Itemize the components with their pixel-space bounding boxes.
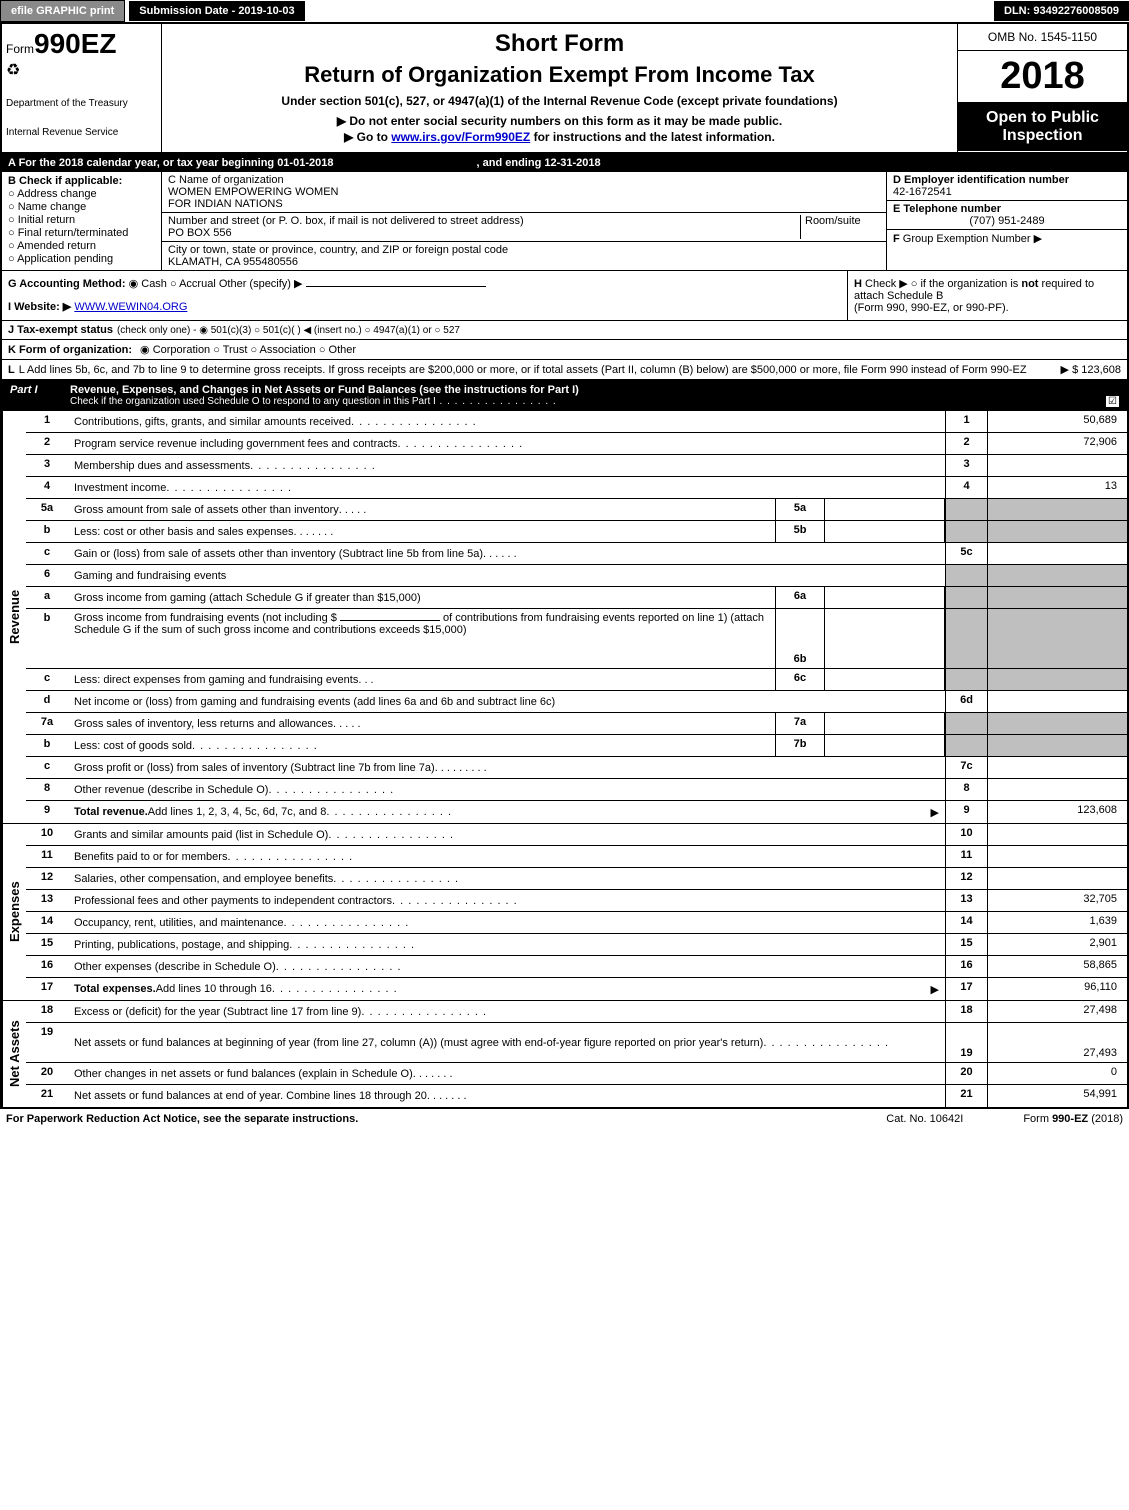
submission-date: Submission Date - 2019-10-03 — [129, 1, 304, 21]
table-row: 18 Excess or (deficit) for the year (Sub… — [26, 1001, 1127, 1023]
e-phone-label: E Telephone number — [893, 203, 1121, 215]
part1-label: Part I — [10, 384, 70, 407]
dln-number: DLN: 93492276008509 — [994, 1, 1129, 21]
d-ein-label: D Employer identification number — [893, 174, 1121, 186]
tax-year: 2018 — [958, 51, 1127, 103]
phone-val: (707) 951-2489 — [893, 215, 1121, 227]
paperwork-notice: For Paperwork Reduction Act Notice, see … — [6, 1113, 358, 1125]
part1-sub: Check if the organization used Schedule … — [70, 396, 1119, 407]
cat-number: Cat. No. 10642I — [886, 1113, 963, 1125]
c-name-label: C Name of organization — [168, 174, 880, 186]
recycle-icon: ♻ — [6, 60, 157, 80]
line-k: K Form of organization: ◉ Corporation ○ … — [2, 340, 1127, 360]
dept-treasury: Department of the Treasury — [6, 98, 157, 109]
open-public-badge: Open to Public Inspection — [958, 103, 1127, 151]
row-a-calendar: A For the 2018 calendar year, or tax yea… — [2, 154, 1127, 172]
table-row: 8 Other revenue (describe in Schedule O)… — [26, 779, 1127, 801]
table-row: 17 Total expenses. Add lines 10 through … — [26, 978, 1127, 1000]
table-row: 12 Salaries, other compensation, and emp… — [26, 868, 1127, 890]
table-row: 7a Gross sales of inventory, less return… — [26, 713, 1127, 735]
col-b-header: B Check if applicable: — [8, 175, 155, 187]
table-row: b Less: cost of goods sold 7b — [26, 735, 1127, 757]
addr-label: Number and street (or P. O. box, if mail… — [168, 215, 800, 227]
table-row: 13 Professional fees and other payments … — [26, 890, 1127, 912]
table-row: c Gross profit or (loss) from sales of i… — [26, 757, 1127, 779]
check-address-change[interactable]: ○ Address change — [8, 188, 155, 200]
table-row: 21 Net assets or fund balances at end of… — [26, 1085, 1127, 1107]
table-row: 6 Gaming and fundraising events — [26, 565, 1127, 587]
table-row: 4 Investment income 4 13 — [26, 477, 1127, 499]
org-name-1: WOMEN EMPOWERING WOMEN — [168, 186, 880, 198]
line-h-2: (Form 990, 990-EZ, or 990-PF). — [854, 302, 1121, 314]
table-row: 3 Membership dues and assessments 3 — [26, 455, 1127, 477]
return-title: Return of Organization Exempt From Incom… — [168, 62, 951, 88]
ein-val: 42-1672541 — [893, 186, 1121, 198]
expenses-section-label: Expenses — [2, 824, 26, 1000]
table-row: 11 Benefits paid to or for members 11 — [26, 846, 1127, 868]
table-row: d Net income or (loss) from gaming and f… — [26, 691, 1127, 713]
line-h: H Check ▶ ○ if the organization is not r… — [854, 277, 1121, 302]
table-row: 5a Gross amount from sale of assets othe… — [26, 499, 1127, 521]
check-pending[interactable]: ○ Application pending — [8, 253, 155, 265]
efile-print-button[interactable]: efile GRAPHIC print — [0, 0, 125, 22]
table-row: 19 Net assets or fund balances at beginn… — [26, 1023, 1127, 1063]
form-number: Form990EZ — [6, 28, 157, 60]
city-label: City or town, state or province, country… — [168, 244, 880, 256]
table-row: a Gross income from gaming (attach Sched… — [26, 587, 1127, 609]
check-name-change[interactable]: ○ Name change — [8, 201, 155, 213]
table-row: 9 Total revenue. Add lines 1, 2, 3, 4, 5… — [26, 801, 1127, 823]
city-val: KLAMATH, CA 955480556 — [168, 256, 880, 268]
line-l: L L Add lines 5b, 6c, and 7b to line 9 t… — [2, 360, 1127, 380]
part1-title: Revenue, Expenses, and Changes in Net As… — [70, 384, 1119, 396]
table-row: c Less: direct expenses from gaming and … — [26, 669, 1127, 691]
table-row: b Less: cost or other basis and sales ex… — [26, 521, 1127, 543]
check-initial-return[interactable]: ○ Initial return — [8, 214, 155, 226]
goto-notice: ▶ Go to www.irs.gov/Form990EZ for instru… — [168, 130, 951, 144]
table-row: 14 Occupancy, rent, utilities, and maint… — [26, 912, 1127, 934]
omb-number: OMB No. 1545-1150 — [958, 24, 1127, 51]
table-row: 15 Printing, publications, postage, and … — [26, 934, 1127, 956]
irs-label: Internal Revenue Service — [6, 127, 157, 138]
table-row: 1 Contributions, gifts, grants, and simi… — [26, 411, 1127, 433]
website-link[interactable]: WWW.WEWIN04.ORG — [74, 301, 187, 313]
table-row: 2 Program service revenue including gove… — [26, 433, 1127, 455]
room-suite-label: Room/suite — [800, 215, 880, 239]
netassets-section-label: Net Assets — [2, 1001, 26, 1107]
line-g: G Accounting Method: ◉ Cash ○ Accrual Ot… — [8, 277, 841, 290]
irs-link[interactable]: www.irs.gov/Form990EZ — [391, 130, 530, 144]
org-name-2: FOR INDIAN NATIONS — [168, 198, 880, 210]
line-i: I Website: ▶ WWW.WEWIN04.ORG — [8, 300, 841, 313]
table-row: b Gross income from fundraising events (… — [26, 609, 1127, 669]
check-final-return[interactable]: ○ Final return/terminated — [8, 227, 155, 239]
addr-val: PO BOX 556 — [168, 227, 800, 239]
table-row: 16 Other expenses (describe in Schedule … — [26, 956, 1127, 978]
ssn-notice: Do not enter social security numbers on … — [168, 114, 951, 128]
table-row: 10 Grants and similar amounts paid (list… — [26, 824, 1127, 846]
under-section: Under section 501(c), 527, or 4947(a)(1)… — [168, 94, 951, 108]
short-form-title: Short Form — [168, 30, 951, 58]
check-amended[interactable]: ○ Amended return — [8, 240, 155, 252]
form-footer: Form 990-EZ (2018) — [1023, 1113, 1123, 1125]
f-group-label: F Group Exemption Number ▶ — [893, 232, 1121, 245]
table-row: 20 Other changes in net assets or fund b… — [26, 1063, 1127, 1085]
revenue-section-label: Revenue — [2, 411, 26, 823]
table-row: c Gain or (loss) from sale of assets oth… — [26, 543, 1127, 565]
line-j: J Tax-exempt status (check only one) - ◉… — [2, 321, 1127, 340]
